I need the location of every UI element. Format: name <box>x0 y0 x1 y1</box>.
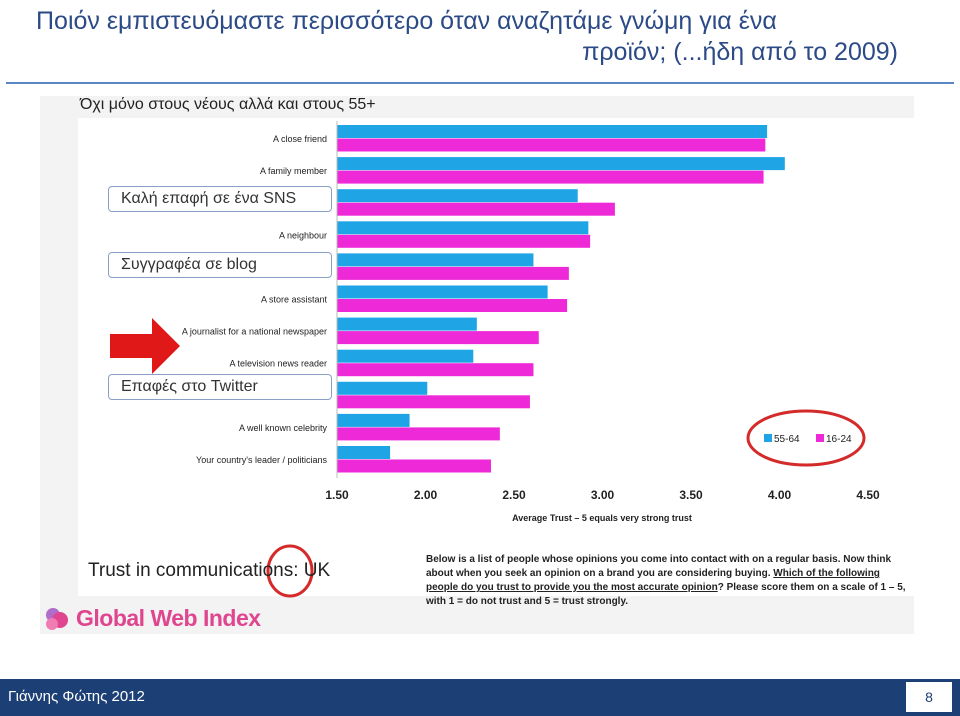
bar-16-24-7 <box>337 363 534 377</box>
bar-16-24-4 <box>337 266 569 280</box>
x-tick-label-3: 3.00 <box>591 488 615 502</box>
x-tick-label-2: 2.50 <box>502 488 526 502</box>
title-divider <box>6 82 954 84</box>
bar-55-64-2 <box>337 189 578 203</box>
bar-16-24-1 <box>337 170 764 184</box>
bar-16-24-8 <box>337 395 530 409</box>
overlay-label-sns: Καλή επαφή σε ένα SNS <box>108 186 332 212</box>
survey-note-post: ? Please score them on a scale of 1 – 5,… <box>426 582 906 607</box>
bar-55-64-4 <box>337 253 534 267</box>
x-tick-label-0: 1.50 <box>325 488 349 502</box>
survey-note-pre: Below is a list of people whose opinions… <box>426 554 892 579</box>
x-tick-label-1: 2.00 <box>414 488 438 502</box>
logo-mark-icon <box>46 608 68 630</box>
category-label-0: A close friend <box>273 134 327 144</box>
survey-note-question: Which of the following people do you tru… <box>426 568 880 593</box>
footer-author: Γιάννης Φώτης 2012 <box>8 688 145 705</box>
global-web-index-logo: Global Web Index <box>44 602 261 634</box>
bar-16-24-6 <box>337 331 539 345</box>
footer-bar: Γιάννης Φώτης 2012 8 <box>0 679 960 716</box>
overlay-label-blog: Συγγραφέα σε blog <box>108 252 332 278</box>
bar-55-64-1 <box>337 157 785 171</box>
chart-legend: 55-64 16-24 <box>764 434 852 445</box>
red-arrow-icon <box>110 318 180 374</box>
bar-55-64-8 <box>337 381 428 395</box>
overlay-label-twitter: Επαφές στο Twitter <box>108 374 332 400</box>
category-label-7: A television news reader <box>229 359 327 369</box>
category-label-5: A store assistant <box>261 295 328 305</box>
bar-16-24-2 <box>337 202 615 216</box>
bar-55-64-5 <box>337 285 548 299</box>
legend-highlight-circle <box>746 409 866 467</box>
bar-16-24-0 <box>337 138 766 152</box>
bar-55-64-10 <box>337 446 391 459</box>
trust-title: Trust in communications: UK <box>88 560 331 581</box>
bar-55-64-9 <box>337 413 410 427</box>
uk-highlight-circle <box>266 544 314 598</box>
subnote-text: Όχι μόνο στους νέους αλλά και στους 55+ <box>80 96 376 113</box>
bar-55-64-0 <box>337 125 768 138</box>
slide-title-line1: Ποιόν εμπιστευόμαστε περισσότερο όταν αν… <box>36 7 777 35</box>
legend-swatch-55-64 <box>764 434 772 442</box>
x-tick-label-5: 4.00 <box>768 488 792 502</box>
bar-55-64-6 <box>337 317 477 331</box>
legend-label-55-64: 55-64 <box>774 434 800 445</box>
bar-16-24-9 <box>337 427 500 441</box>
logo-text: Global Web Index <box>76 604 261 631</box>
category-label-9: A well known celebrity <box>239 423 328 433</box>
bar-55-64-3 <box>337 221 589 235</box>
chart-x-tick-labels: 1.50 2.00 2.50 3.00 3.50 4.00 4.50 <box>325 488 880 502</box>
category-label-1: A family member <box>260 166 327 176</box>
survey-note: Below is a list of people whose opinions… <box>426 553 912 609</box>
x-tick-label-6: 4.50 <box>856 488 880 502</box>
bar-16-24-5 <box>337 299 568 312</box>
chart-category-labels: A close friend A family member A neighbour… <box>182 134 328 465</box>
x-tick-label-4: 3.50 <box>679 488 703 502</box>
category-label-6: A journalist for a national newspaper <box>182 327 327 337</box>
page-number: 8 <box>906 682 952 712</box>
chart-x-axis-label: Average Trust – 5 equals very strong tru… <box>512 513 692 523</box>
category-label-10: Your country's leader / politicians <box>196 455 327 465</box>
legend-swatch-16-24 <box>816 434 824 442</box>
bar-16-24-3 <box>337 234 591 248</box>
slide-title: Ποιόν εμπιστευόμαστε περισσότερο όταν αν… <box>36 6 898 68</box>
bar-55-64-7 <box>337 349 474 363</box>
slide-title-line2: προϊόν; (...ήδη από το 2009) <box>582 38 898 66</box>
category-label-3: A neighbour <box>279 230 327 240</box>
chart-bars <box>336 121 785 478</box>
legend-label-16-24: 16-24 <box>826 434 852 445</box>
bar-16-24-10 <box>337 459 491 473</box>
